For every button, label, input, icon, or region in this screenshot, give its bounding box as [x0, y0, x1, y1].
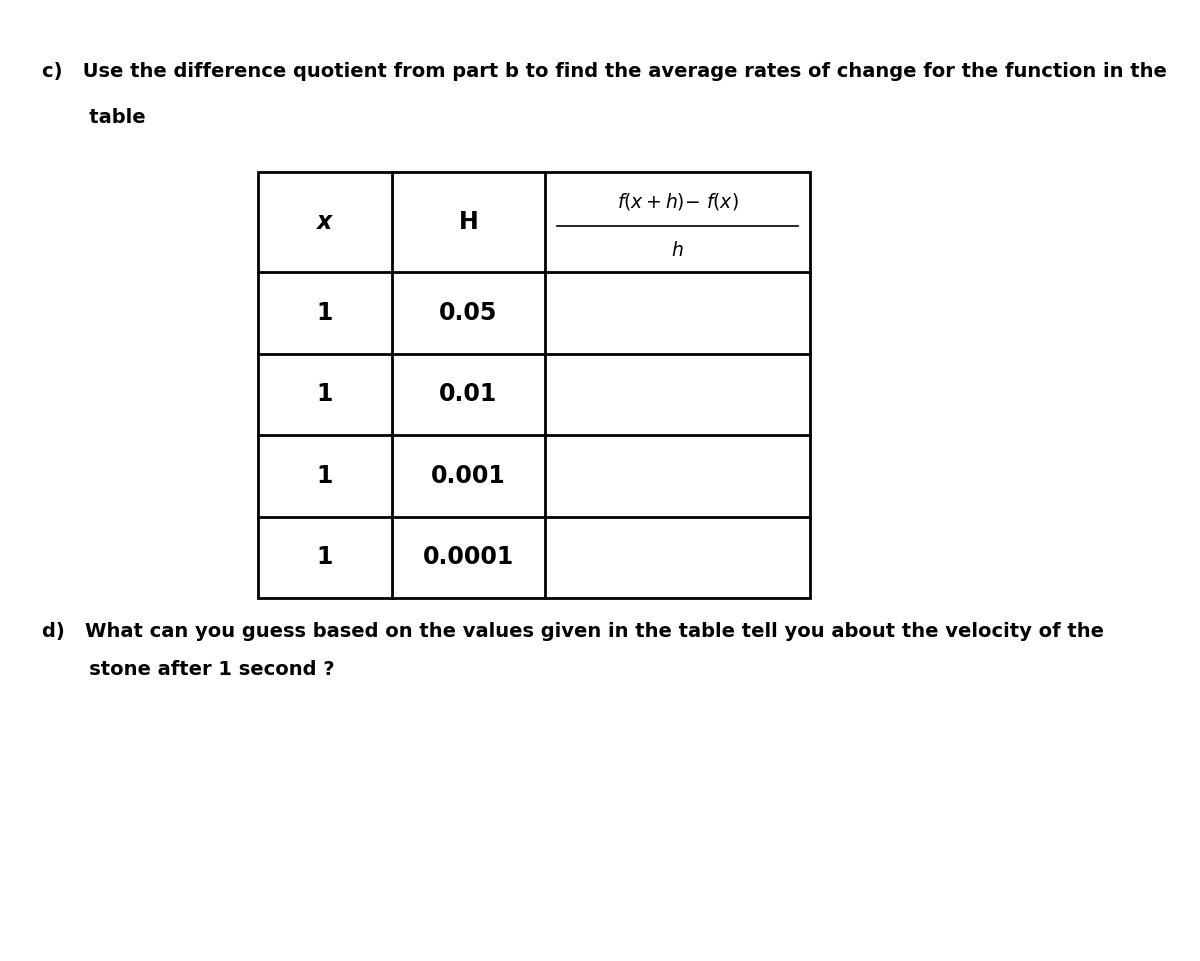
Text: 1: 1 — [317, 301, 334, 325]
Text: stone after 1 second ?: stone after 1 second ? — [42, 660, 335, 679]
Text: $\it{h}$: $\it{h}$ — [671, 240, 684, 259]
Bar — [258, 172, 810, 598]
Text: 1: 1 — [317, 464, 334, 488]
Text: 1: 1 — [317, 382, 334, 407]
Text: c)   Use the difference quotient from part b to find the average rates of change: c) Use the difference quotient from part… — [42, 62, 1166, 81]
Text: table: table — [42, 108, 145, 127]
Text: $\it{f}$$(x +h)$$-\ $$\it{f}$$(x)$: $\it{f}$$(x +h)$$-\ $$\it{f}$$(x)$ — [617, 191, 738, 212]
Text: x: x — [317, 210, 332, 234]
Text: 0.05: 0.05 — [439, 301, 498, 325]
Text: H: H — [458, 210, 479, 234]
Text: d)   What can you guess based on the values given in the table tell you about th: d) What can you guess based on the value… — [42, 622, 1104, 641]
Text: 0.0001: 0.0001 — [422, 545, 514, 569]
Text: 0.001: 0.001 — [431, 464, 506, 488]
Text: 0.01: 0.01 — [439, 382, 498, 407]
Text: 1: 1 — [317, 545, 334, 569]
